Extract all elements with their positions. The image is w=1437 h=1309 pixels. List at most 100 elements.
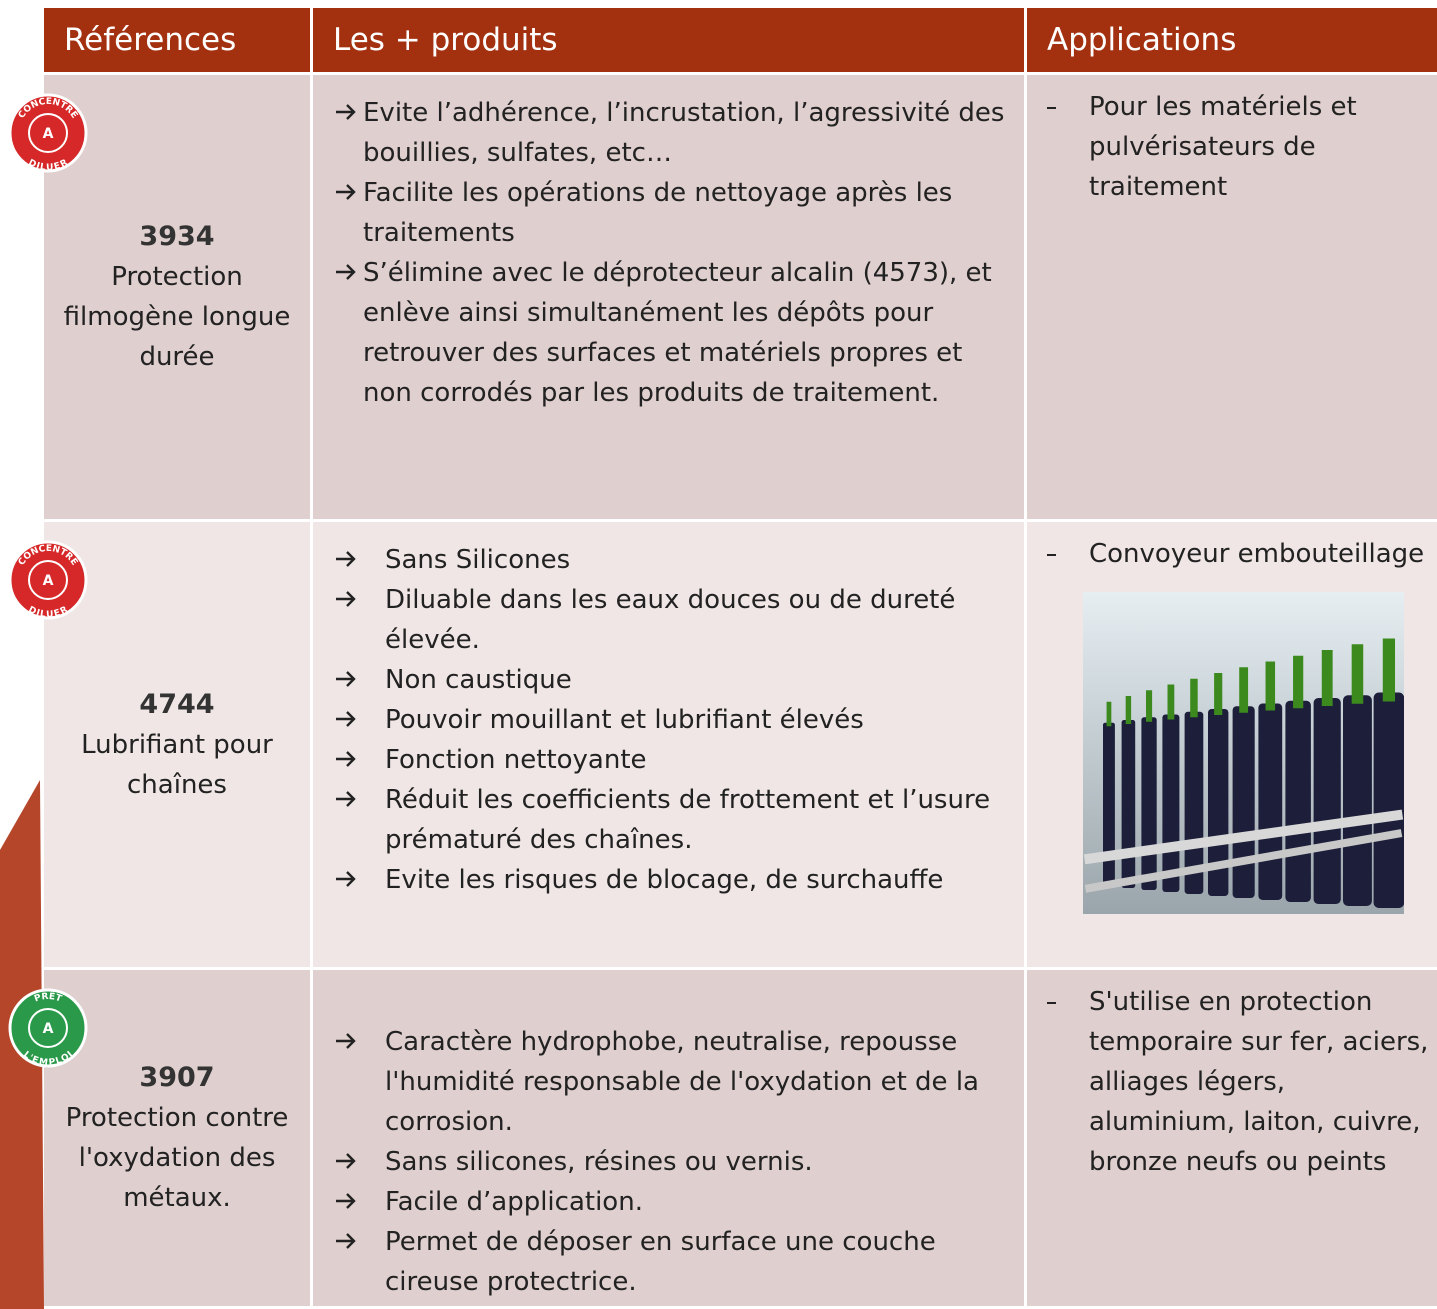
badge-inner (28, 560, 68, 600)
arrow-shape (336, 184, 356, 200)
bottle-body (1373, 692, 1404, 908)
feature-text: Diluable dans les eaux douces ou de dure… (385, 585, 956, 655)
arrow-bullet (336, 1193, 356, 1209)
feature-text: Permet de déposer en surface une couche … (385, 1227, 936, 1297)
bottle-neck (1125, 696, 1132, 724)
feature-text: Caractère hydrophobe, neutralise, repous… (385, 1027, 979, 1137)
feature-item: Sans Silicones (335, 540, 1008, 580)
feature-text: Non caustique (385, 665, 572, 695)
feature-item: Permet de déposer en surface une couche … (335, 1222, 1008, 1302)
arrow-shape (336, 711, 356, 727)
feature-item: Pouvoir mouillant et lubrifiant élevés (335, 700, 1008, 740)
arrow-bullet (336, 751, 356, 767)
bottle-body (1232, 706, 1255, 898)
arrow-bullet (336, 264, 356, 280)
bottle-body (1343, 695, 1372, 906)
badge-bottom-text: DILUER (27, 158, 70, 173)
arrow-shape (336, 1233, 356, 1249)
application-text: Convoyeur embouteillage (1089, 539, 1425, 569)
arrow-shape (336, 591, 356, 607)
header-cell: Les + produits (313, 8, 1027, 75)
arrow-bullet (336, 711, 356, 727)
bottle-neck (1145, 690, 1153, 722)
arrow-shape (336, 264, 356, 280)
arrow-bullet (336, 1233, 356, 1249)
badge-center-text: A (43, 573, 54, 589)
bottling-photo (1083, 592, 1404, 914)
feature-item: Sans silicones, résines ou vernis. (335, 1142, 1008, 1182)
dash-bullet (1047, 554, 1056, 556)
applications-cell: S'utilise en protection temporaire sur f… (1027, 970, 1437, 1309)
arrow-shape (336, 1193, 356, 1209)
feature-item: Réduit les coefficients de frottement et… (335, 780, 1008, 860)
badge-inner (28, 1008, 68, 1048)
arrow-shape (336, 871, 356, 887)
feature-item: Diluable dans les eaux douces ou de dure… (335, 580, 1008, 660)
arrow-bullet (336, 1033, 356, 1049)
feature-item: Facilite les opérations de nettoyage apr… (335, 173, 1008, 253)
arrow-bullet (336, 184, 356, 200)
feature-text: Sans silicones, résines ou vernis. (385, 1147, 813, 1177)
header-cell: Références (44, 8, 313, 75)
arrow-bullet (336, 104, 356, 120)
feature-text: Fonction nettoyante (385, 745, 647, 775)
bottle-neck (1190, 678, 1198, 718)
badge-bottom-text: DILUER (27, 605, 70, 620)
bottle-body (1258, 703, 1283, 900)
feature-text: Pouvoir mouillant et lubrifiant élevés (385, 705, 864, 735)
bottle-body (1285, 700, 1311, 902)
bottle-body (1162, 714, 1180, 892)
bottle-neck (1214, 673, 1223, 715)
arrow-shape (336, 791, 356, 807)
arrow-bullet (336, 791, 356, 807)
application-text: S'utilise en protection temporaire sur f… (1089, 987, 1429, 1177)
reference-name: Lubrifiant pour chaînes (81, 729, 273, 800)
header-cell: Applications (1027, 8, 1437, 75)
dash-bullet (1047, 107, 1056, 109)
reference-number: 3934 (139, 221, 215, 252)
arrow-shape (336, 104, 356, 120)
rail (1084, 829, 1403, 893)
feature-text: Evite les risques de blocage, de surchau… (385, 865, 944, 895)
bottle-neck (1239, 667, 1249, 713)
reference-cell: 3934 Protection filmogène longue durée (44, 75, 313, 522)
feature-text: Sans Silicones (385, 545, 571, 575)
bottle-neck (1321, 650, 1333, 706)
arrow-shape (336, 671, 356, 687)
arrow-shape (336, 1153, 356, 1169)
badge-inner (28, 113, 68, 153)
feature-text: Facilite les opérations de nettoyage apr… (363, 178, 953, 248)
feature-item: Evite l’adhérence, l’incrustation, l’agr… (335, 93, 1008, 173)
reference-name: Protection contre l'oxydation des métaux… (65, 1103, 289, 1213)
bottle-neck (1293, 655, 1304, 709)
feature-item: Facile d’application. (335, 1182, 1008, 1222)
arrow-bullet (336, 1153, 356, 1169)
bottle-neck (1167, 684, 1175, 720)
features-cell: Sans Silicones Diluable dans les eaux dou… (313, 522, 1027, 970)
rail (1083, 809, 1404, 865)
reference-name: Protection filmogène longue durée (63, 262, 291, 372)
feature-item: Caractère hydrophobe, neutralise, repous… (335, 1022, 1008, 1142)
arrow-bullet (336, 591, 356, 607)
bottle-body (1141, 717, 1157, 890)
feature-item: S’élimine avec le déprotecteur alcalin (… (335, 253, 1008, 413)
arrow-bullet (336, 871, 356, 887)
bottle-body (1208, 709, 1229, 896)
bottle-body (1121, 720, 1136, 888)
badge-bottom-text: DILUER (27, 605, 70, 620)
feature-item: Fonction nettoyante (335, 740, 1008, 780)
arrow-shape (336, 1033, 356, 1049)
applications-cell: Convoyeur embouteillage (1027, 522, 1437, 970)
product-table: Références Les + produits Applications 3934… (44, 8, 1437, 1309)
reference-cell: 4744 Lubrifiant pour chaînes (44, 522, 313, 970)
bottle-body (1103, 722, 1115, 886)
arrow-shape (336, 551, 356, 567)
feature-text: S’élimine avec le déprotecteur alcalin (… (363, 258, 992, 408)
application-item: S'utilise en protection temporaire sur f… (1047, 982, 1431, 1182)
bottle-neck (1265, 661, 1276, 711)
feature-text: Evite l’adhérence, l’incrustation, l’agr… (363, 98, 1005, 168)
features-cell: Caractère hydrophobe, neutralise, repous… (313, 970, 1027, 1309)
